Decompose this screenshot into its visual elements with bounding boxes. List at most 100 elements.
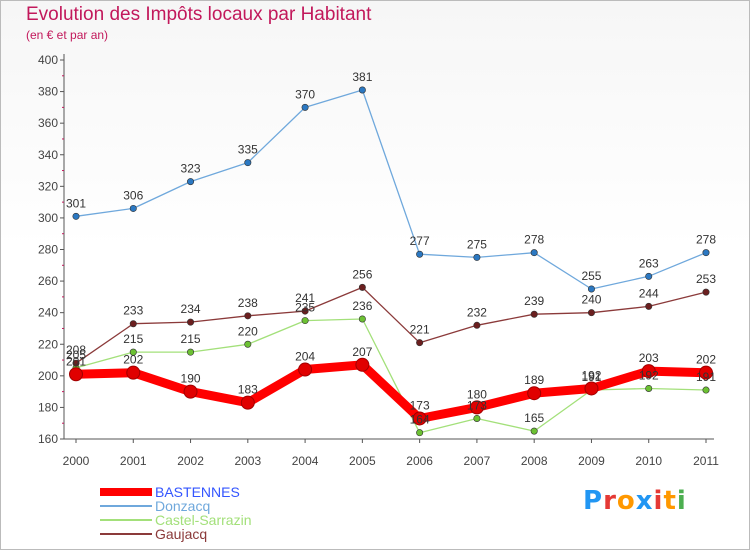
data-label-bastennes: 207 (352, 345, 372, 359)
x-tick-label: 2005 (349, 454, 376, 468)
y-tick-label: 360 (38, 116, 58, 130)
logo-letter: r (603, 486, 617, 516)
legend-swatch-castel-sarrazin (100, 519, 152, 521)
legend-swatch-bastennes (100, 488, 152, 496)
x-tick-label: 2003 (234, 454, 261, 468)
y-tick-label: 220 (38, 337, 58, 351)
data-label-castel-sarrazin: 235 (295, 301, 315, 315)
data-label-gaujacq: 221 (410, 323, 430, 337)
data-label-bastennes: 202 (696, 353, 716, 367)
data-point-gaujacq (72, 359, 80, 367)
x-tick-label: 2001 (120, 454, 147, 468)
y-tick-label: 340 (38, 148, 58, 162)
data-point-bastennes (298, 362, 313, 377)
data-point-castel-sarrazin (530, 427, 538, 435)
data-label-donzacq: 277 (410, 234, 430, 248)
x-tick-label: 2006 (406, 454, 433, 468)
x-tick-label: 2007 (464, 454, 491, 468)
data-point-donzacq (301, 103, 309, 111)
data-point-bastennes (69, 367, 83, 382)
data-point-castel-sarrazin (645, 384, 653, 392)
data-label-bastennes: 180 (467, 387, 487, 401)
data-point-castel-sarrazin (416, 429, 424, 437)
legend-label-gaujacq: Gaujacq (155, 526, 208, 542)
data-label-bastennes: 189 (524, 373, 544, 387)
data-point-gaujacq (129, 320, 137, 328)
data-point-bastennes (584, 381, 599, 396)
data-label-gaujacq: 241 (295, 291, 315, 305)
series-line-castel-sarrazin (75, 318, 707, 434)
data-label-bastennes: 183 (238, 383, 258, 397)
data-point-castel-sarrazin (473, 414, 481, 422)
data-label-castel-sarrazin: 220 (238, 324, 258, 338)
data-point-donzacq (587, 285, 595, 293)
legend-label-castel-sarrazin: Castel-Sarrazin (155, 512, 252, 528)
data-point-donzacq (358, 86, 366, 94)
data-label-donzacq: 255 (581, 269, 601, 283)
data-label-donzacq: 335 (238, 143, 258, 157)
data-label-bastennes: 204 (295, 350, 315, 364)
series-line-donzacq (75, 89, 707, 290)
data-point-castel-sarrazin (301, 317, 309, 325)
data-label-bastennes: 192 (581, 368, 601, 382)
data-label-donzacq: 370 (295, 87, 315, 101)
data-point-bastennes (412, 411, 427, 426)
data-label-castel-sarrazin: 191 (696, 370, 716, 384)
chart-title: Evolution des Impôts locaux par Habitant (26, 4, 372, 25)
data-label-gaujacq: 208 (66, 343, 86, 357)
y-tick-label: 200 (38, 369, 58, 383)
data-point-donzacq (244, 159, 252, 167)
data-label-castel-sarrazin: 192 (639, 368, 659, 382)
logo-letter: t (663, 486, 677, 516)
data-point-gaujacq (358, 283, 366, 291)
data-label-bastennes: 203 (639, 351, 659, 365)
chart-subtitle: (en € et par an) (26, 28, 109, 42)
data-point-gaujacq (244, 312, 252, 320)
data-label-gaujacq: 239 (524, 294, 544, 308)
x-tick-label: 2009 (578, 454, 605, 468)
x-tick-label: 2004 (292, 454, 319, 468)
data-label-gaujacq: 240 (581, 293, 601, 307)
data-point-donzacq (416, 250, 424, 258)
series-line-bastennes (71, 360, 711, 423)
y-tick-label: 380 (38, 85, 58, 99)
data-point-donzacq (702, 249, 710, 257)
data-point-gaujacq (587, 309, 595, 317)
data-point-gaujacq (473, 321, 481, 329)
data-point-gaujacq (301, 307, 309, 315)
logo-letter: x (635, 486, 654, 516)
x-tick-label: 2008 (521, 454, 548, 468)
data-point-bastennes (126, 365, 141, 380)
data-label-castel-sarrazin: 205 (66, 348, 86, 362)
data-point-castel-sarrazin (129, 348, 137, 356)
data-label-bastennes: 173 (410, 398, 430, 412)
data-point-gaujacq (530, 310, 538, 318)
data-label-gaujacq: 238 (238, 296, 258, 310)
data-label-castel-sarrazin: 236 (352, 299, 372, 313)
data-point-donzacq (530, 249, 538, 257)
logo-letter: i (676, 486, 687, 516)
x-tick-label: 2000 (63, 454, 90, 468)
legend-swatch-gaujacq (100, 533, 152, 535)
data-point-gaujacq (416, 339, 424, 347)
data-label-donzacq: 275 (467, 237, 487, 251)
data-label-gaujacq: 234 (181, 302, 201, 316)
data-label-bastennes: 202 (123, 353, 143, 367)
data-label-gaujacq: 232 (467, 305, 487, 319)
data-point-bastennes (699, 365, 713, 380)
data-label-gaujacq: 253 (696, 272, 716, 286)
data-label-donzacq: 278 (696, 233, 716, 247)
data-point-donzacq (473, 253, 481, 261)
data-point-donzacq (645, 272, 653, 280)
logo-letter: o (616, 486, 636, 516)
data-label-bastennes: 190 (181, 372, 201, 386)
data-point-donzacq (187, 178, 195, 186)
y-tick-label: 180 (38, 400, 58, 414)
x-tick-label: 2002 (177, 454, 204, 468)
y-tick-label: 320 (38, 179, 58, 193)
data-point-bastennes (469, 400, 484, 415)
series-line-gaujacq (75, 286, 707, 364)
data-point-gaujacq (187, 318, 195, 326)
y-tick-label: 400 (38, 53, 58, 67)
